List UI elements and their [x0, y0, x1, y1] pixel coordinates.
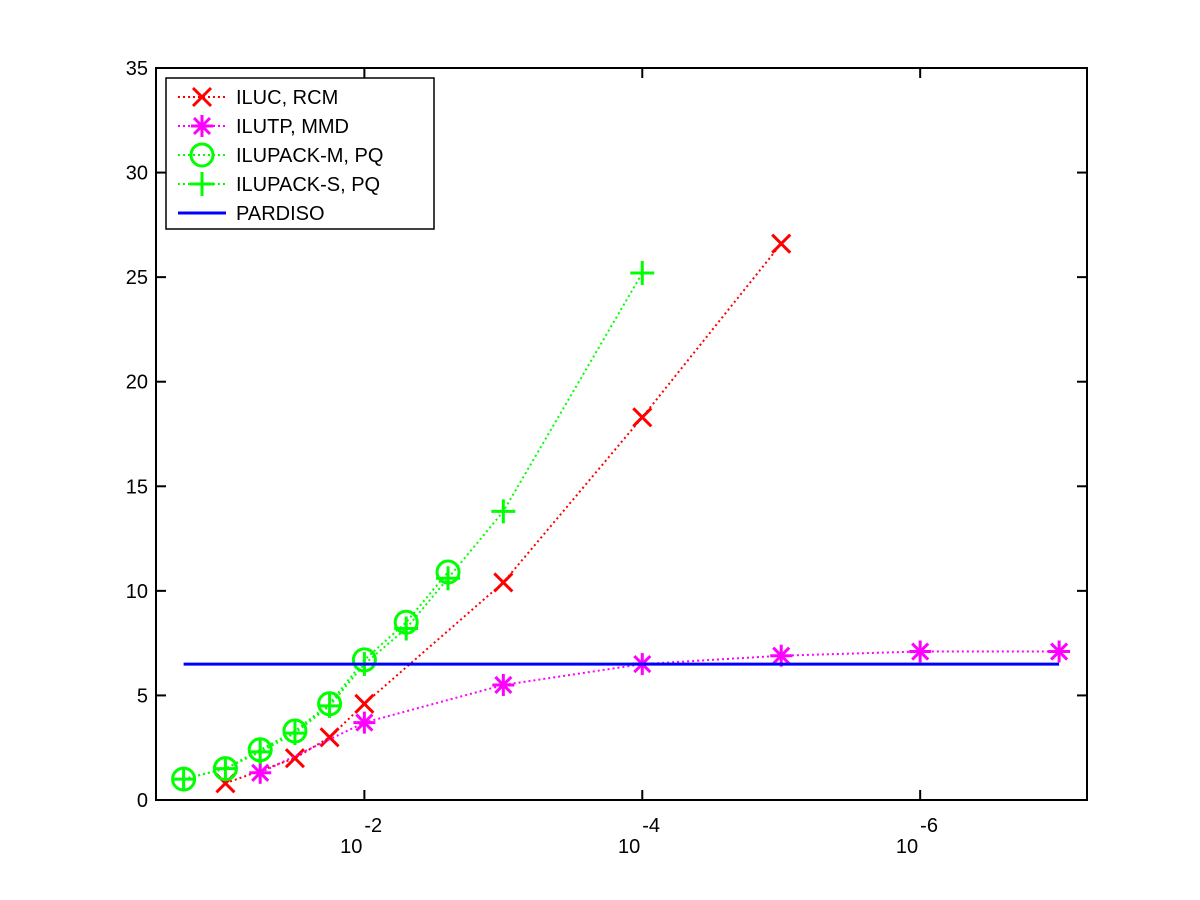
data-point-ilutp-mmd-5	[909, 640, 932, 663]
data-point-ilupack-s-pq-0	[171, 767, 196, 792]
legend-label: ILUPACK-M, PQ	[236, 145, 383, 167]
y-tick-label: 25	[126, 267, 148, 289]
data-point-iluc-rcm-3	[354, 693, 375, 714]
legend-item-iluc-rcm: ILUC, RCM	[178, 86, 338, 109]
data-point-ilutp-mmd-2	[492, 673, 515, 696]
data-point-ilupack-s-pq-4	[317, 693, 342, 718]
series-iluc-rcm	[215, 233, 792, 794]
data-point-ilupack-s-pq-2	[248, 739, 273, 764]
y-tick-label: 20	[126, 372, 148, 394]
series-layer	[171, 233, 1071, 794]
legend-item-ilupack-m-pq: ILUPACK-M, PQ	[178, 142, 383, 168]
x-tick-label-exponent: -6	[920, 815, 938, 837]
data-point-ilutp-mmd-6	[1048, 640, 1071, 663]
y-tick-label: 30	[126, 163, 148, 185]
data-point-ilupack-s-pq-6	[394, 616, 419, 641]
axes-frame	[155, 67, 1088, 801]
x-tick-label-base: 10	[340, 836, 362, 858]
legend-box	[165, 77, 435, 230]
legend-label: ILUPACK-S, PQ	[236, 174, 380, 196]
y-tick-label: 10	[126, 581, 148, 603]
x-tick-label-exponent: -2	[364, 815, 382, 837]
legend: ILUC, RCM ILUTP, MMD ILUPACK-M, PQ ILUPACK-…	[165, 77, 435, 230]
data-point-ilutp-mmd-1	[353, 711, 376, 734]
y-tick-label: 15	[126, 476, 148, 498]
data-point-iluc-rcm-5	[632, 407, 653, 428]
legend-label: ILUTP, MMD	[236, 116, 349, 138]
y-tick-label: 0	[137, 790, 148, 812]
legend-item-pardiso: PARDISO	[178, 203, 325, 225]
data-point-ilutp-mmd-0	[249, 761, 272, 784]
y-tick-label: 35	[126, 58, 148, 80]
data-point-ilupack-s-pq-1	[213, 756, 238, 781]
data-point-iluc-rcm-2	[319, 727, 340, 748]
y-tick-label: 5	[137, 685, 148, 707]
data-point-ilupack-s-pq-9	[630, 260, 655, 285]
x-tick-label-base: 10	[896, 836, 918, 858]
x-tick-label-base: 10	[618, 836, 640, 858]
legend-label: PARDISO	[236, 203, 325, 225]
x-tick-label: 10-2	[340, 815, 382, 858]
data-point-iluc-rcm-4	[493, 572, 514, 593]
legend-item-ilupack-s-pq: ILUPACK-S, PQ	[178, 172, 380, 196]
data-point-ilupack-s-pq-3	[282, 721, 307, 746]
data-point-ilupack-s-pq-7	[436, 566, 461, 591]
data-point-iluc-rcm-6	[771, 233, 792, 254]
legend-item-ilutp-mmd: ILUTP, MMD	[178, 115, 349, 138]
x-tick-label: 10-6	[896, 815, 938, 858]
legend-label: ILUC, RCM	[236, 87, 338, 109]
data-point-ilupack-s-pq-8	[491, 499, 516, 524]
series-ilupack-s-pq	[171, 260, 655, 792]
x-tick-label-exponent: -4	[642, 815, 660, 837]
x-tick-label: 10-4	[618, 815, 660, 858]
